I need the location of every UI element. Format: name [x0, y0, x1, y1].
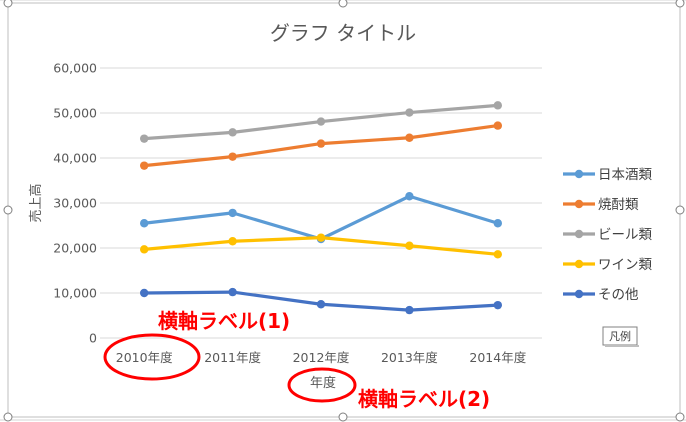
selection-handle[interactable]	[3, 412, 13, 422]
legend-item[interactable]: 日本酒類	[563, 167, 652, 183]
legend-label: ビール類	[598, 227, 652, 243]
x-tick-label: 2014年度	[469, 350, 526, 365]
y-tick-label: 30,000	[53, 196, 97, 211]
data-point[interactable]	[140, 245, 149, 254]
y-tick-label: 20,000	[53, 241, 97, 256]
data-point[interactable]	[228, 208, 237, 218]
y-tick-label: 40,000	[53, 151, 97, 166]
legend-label: その他	[598, 287, 639, 303]
series-5[interactable]	[140, 287, 502, 315]
y-axis-title[interactable]: 売上高	[28, 183, 44, 222]
x-axis-title[interactable]: 年度	[310, 375, 336, 391]
data-point[interactable]	[316, 117, 326, 126]
tooltip-text: 凡例	[609, 329, 631, 343]
data-point[interactable]	[405, 241, 414, 250]
legend-marker	[574, 289, 584, 299]
annotation-label-1: 横軸ラベル(1)	[158, 309, 290, 333]
legend-item[interactable]: ワイン類	[563, 257, 652, 273]
data-point[interactable]	[405, 108, 414, 117]
data-point[interactable]	[405, 192, 414, 201]
legend-item[interactable]: その他	[563, 287, 639, 303]
selection-handle[interactable]	[3, 0, 13, 8]
legend-item[interactable]: 焼酎類	[563, 197, 639, 213]
chart-title[interactable]: グラフ タイトル	[270, 21, 416, 45]
annotation-label-2: 横軸ラベル(2)	[358, 387, 490, 411]
y-tick-label: 10,000	[53, 286, 97, 301]
series-2[interactable]	[140, 121, 502, 170]
legend-item[interactable]: ビール類	[563, 227, 652, 243]
selection-handle[interactable]	[675, 412, 685, 422]
tooltip-shadow	[605, 345, 639, 347]
legend-label: 焼酎類	[598, 197, 639, 213]
data-point[interactable]	[140, 288, 149, 298]
legend-marker	[574, 259, 584, 269]
y-axis-ticks: 0 10,000 20,000 30,000 40,000 50,000 60,000	[53, 61, 97, 346]
y-tick-label: 0	[89, 331, 97, 346]
legend-label: ワイン類	[598, 257, 652, 273]
data-point[interactable]	[228, 287, 237, 297]
x-tick-label: 2010年度	[116, 350, 173, 365]
data-point[interactable]	[316, 139, 326, 148]
data-point[interactable]	[493, 121, 502, 130]
data-point[interactable]	[493, 219, 502, 228]
data-point[interactable]	[228, 128, 237, 137]
legend-label: 日本酒類	[598, 167, 652, 183]
selection-handle[interactable]	[338, 0, 348, 8]
legend-marker	[574, 169, 584, 179]
series-4[interactable]	[140, 233, 502, 259]
selection-handle[interactable]	[675, 205, 685, 215]
y-tick-label: 60,000	[53, 61, 97, 76]
y-tick-label: 50,000	[53, 106, 97, 121]
data-point[interactable]	[228, 237, 237, 246]
data-point[interactable]	[316, 300, 326, 309]
data-point[interactable]	[493, 250, 502, 259]
series-layer[interactable]	[140, 101, 502, 315]
data-point[interactable]	[405, 305, 414, 315]
data-point[interactable]	[140, 161, 149, 170]
data-point[interactable]	[140, 219, 149, 228]
data-point[interactable]	[493, 101, 502, 110]
x-tick-label: 2013年度	[381, 350, 438, 365]
legend-marker	[574, 229, 584, 239]
selection-handles[interactable]	[3, 0, 685, 422]
data-point[interactable]	[140, 134, 149, 143]
x-axis-ticks: 2010年度 2011年度 2012年度 2013年度 2014年度	[116, 350, 527, 365]
selection-handle[interactable]	[3, 205, 13, 215]
series-3[interactable]	[140, 101, 502, 143]
x-tick-label: 2011年度	[204, 350, 261, 365]
data-point[interactable]	[405, 133, 414, 142]
selection-handle[interactable]	[338, 412, 348, 422]
annotation-ellipse-1	[103, 333, 201, 381]
data-point[interactable]	[228, 152, 237, 161]
data-point[interactable]	[316, 233, 326, 242]
selection-handle[interactable]	[675, 0, 685, 8]
data-point[interactable]	[493, 300, 502, 310]
legend-marker	[574, 199, 584, 209]
annotation-ellipse-2	[287, 367, 357, 403]
x-tick-label: 2012年度	[293, 350, 350, 365]
